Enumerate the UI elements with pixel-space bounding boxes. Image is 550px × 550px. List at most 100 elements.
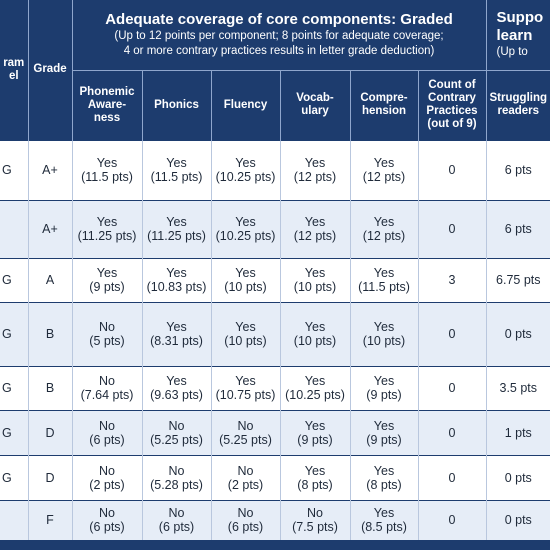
cell-line: ness bbox=[93, 111, 121, 124]
cell-line: (12 pts) bbox=[293, 229, 337, 243]
cell-text: 6.75 pts bbox=[496, 273, 541, 287]
table-cell: No (5 pts) bbox=[71, 301, 142, 366]
cell-text: F bbox=[46, 513, 54, 528]
table-cell: Yes (9 pts) bbox=[279, 409, 350, 455]
cell-line: (11.25 pts) bbox=[77, 229, 137, 243]
cell-line: (5 pts) bbox=[89, 334, 125, 348]
cell-line: Yes bbox=[235, 215, 256, 229]
cell-line: (11.5 pts) bbox=[358, 280, 410, 294]
cell-line: el bbox=[8, 69, 19, 82]
cell-line: (6 pts) bbox=[89, 432, 125, 447]
cell-line: (11.5 pts) bbox=[150, 170, 203, 184]
grade-header: Grade bbox=[27, 0, 72, 140]
cell-text: 0 bbox=[448, 513, 456, 528]
column-header: Fluency bbox=[210, 70, 280, 140]
table-cell: Yes (12 pts) bbox=[349, 139, 418, 200]
table-cell: A bbox=[27, 257, 72, 302]
cell-line: Yes bbox=[373, 215, 395, 229]
table-cell: Yes (10.25 pts) bbox=[279, 365, 350, 410]
table-cell: Yes (8 pts) bbox=[349, 454, 418, 500]
cell-line: Fluency bbox=[223, 98, 268, 111]
cell-line: (5.25 pts) bbox=[150, 432, 203, 447]
cell-line: Yes bbox=[235, 266, 256, 280]
column-header: Phonics bbox=[141, 70, 211, 140]
cell-text: 6 pts bbox=[504, 222, 532, 236]
cell-line: Contrary bbox=[428, 92, 476, 104]
table-cell: B bbox=[27, 301, 72, 366]
table-cell: 6 pts bbox=[485, 199, 550, 258]
table-cell: No (2 pts) bbox=[71, 454, 142, 500]
table-cell: 6.75 pts bbox=[485, 257, 550, 302]
table-row: G D No (2 pts) No (5.28 pts) No (2 pts) Yes (8 pt… bbox=[0, 454, 550, 500]
table-cell bbox=[0, 199, 28, 258]
table-cell: Yes (11.5 pts) bbox=[71, 139, 142, 200]
table-row: G D No (6 pts) No (5.25 pts) No (5.25 pts) Yes (9… bbox=[0, 409, 550, 455]
table-cell: 0 bbox=[417, 365, 487, 410]
cell-line: (10.83 pts) bbox=[146, 280, 207, 294]
table-cell: 0 bbox=[417, 139, 487, 200]
table-cell: Yes (12 pts) bbox=[349, 199, 418, 258]
cell-line: (8 pts) bbox=[366, 477, 402, 492]
cell-line: (9 pts) bbox=[366, 388, 402, 402]
table-cell: Yes (12 pts) bbox=[279, 139, 350, 200]
cell-line: (9.63 pts) bbox=[150, 388, 203, 402]
cell-line: Yes bbox=[166, 156, 187, 170]
cell-line: (10 pts) bbox=[293, 280, 337, 294]
column-header: Struggling readers bbox=[485, 70, 550, 140]
table-cell: 3.5 pts bbox=[485, 365, 550, 410]
cell-line: (7.5 pts) bbox=[292, 520, 338, 535]
cell-line: (9 pts) bbox=[297, 432, 333, 447]
cell-line: No bbox=[168, 463, 185, 478]
cell-line: learn bbox=[496, 27, 533, 45]
table-cell: No (5.25 pts) bbox=[141, 409, 211, 455]
cell-line: No bbox=[168, 506, 185, 521]
cell-line: (9 pts) bbox=[366, 432, 402, 447]
cell-line: (12 pts) bbox=[362, 170, 406, 184]
cell-line: (10 pts) bbox=[224, 280, 267, 294]
cell-line: (11.5 pts) bbox=[81, 170, 133, 184]
table-cell: G bbox=[0, 454, 28, 500]
cell-text: 6 pts bbox=[504, 163, 532, 177]
table-cell: B bbox=[27, 365, 72, 410]
cell-text: G bbox=[2, 327, 12, 341]
table-cell: G bbox=[0, 409, 28, 455]
cell-line: (8.31 pts) bbox=[150, 334, 203, 348]
column-header: Phonemic Aware-ness bbox=[71, 70, 142, 140]
table-cell: No (7.64 pts) bbox=[71, 365, 142, 410]
cell-text: G bbox=[2, 273, 12, 287]
cell-line: (2 pts) bbox=[89, 477, 125, 492]
cell-text: A bbox=[45, 273, 55, 287]
cell-text: G bbox=[2, 425, 12, 440]
cell-line: (Up to 12 points per component; 8 points… bbox=[114, 29, 444, 42]
table-cell: Yes (10 pts) bbox=[210, 301, 280, 366]
cell-line: Yes bbox=[304, 374, 326, 388]
cell-line: No bbox=[99, 506, 115, 521]
cell-line: Yes bbox=[304, 156, 326, 170]
table-cell bbox=[0, 499, 28, 540]
column-header: Vocab-ulary bbox=[279, 70, 350, 140]
cell-line: (10 pts) bbox=[362, 334, 406, 348]
table-body: G A+ Yes (11.5 pts) Yes (11.5 pts) Yes (10.25 p… bbox=[0, 139, 550, 540]
table-row: G A+ Yes (11.5 pts) Yes (11.5 pts) Yes (10.25 p… bbox=[0, 139, 550, 200]
cell-line: hension bbox=[361, 105, 407, 117]
cell-line: (12 pts) bbox=[293, 170, 337, 184]
table-cell: Yes (10 pts) bbox=[349, 301, 418, 366]
cell-text: G bbox=[2, 163, 12, 177]
table-cell: Yes (11.5 pts) bbox=[349, 257, 418, 302]
table-cell: No (5.28 pts) bbox=[141, 454, 211, 500]
cell-line: (10.75 pts) bbox=[215, 388, 276, 402]
group-header: Adequate coverage of core components: Gr… bbox=[71, 0, 487, 71]
table-cell: Yes (10 pts) bbox=[279, 257, 350, 302]
table-cell: Yes (10 pts) bbox=[210, 257, 280, 302]
cell-line: No bbox=[168, 418, 185, 433]
cell-line: (2 pts) bbox=[227, 477, 264, 492]
cell-line: Struggling bbox=[489, 92, 548, 104]
cell-line: No bbox=[237, 506, 254, 521]
cell-line: Yes bbox=[96, 215, 118, 229]
cell-line: Yes bbox=[304, 215, 326, 229]
cell-line: Yes bbox=[304, 320, 326, 334]
table-cell: 1 pts bbox=[485, 409, 550, 455]
table-cell: 0 bbox=[417, 199, 487, 258]
cell-line: No bbox=[99, 463, 115, 478]
cell-line: (10 pts) bbox=[224, 334, 267, 348]
